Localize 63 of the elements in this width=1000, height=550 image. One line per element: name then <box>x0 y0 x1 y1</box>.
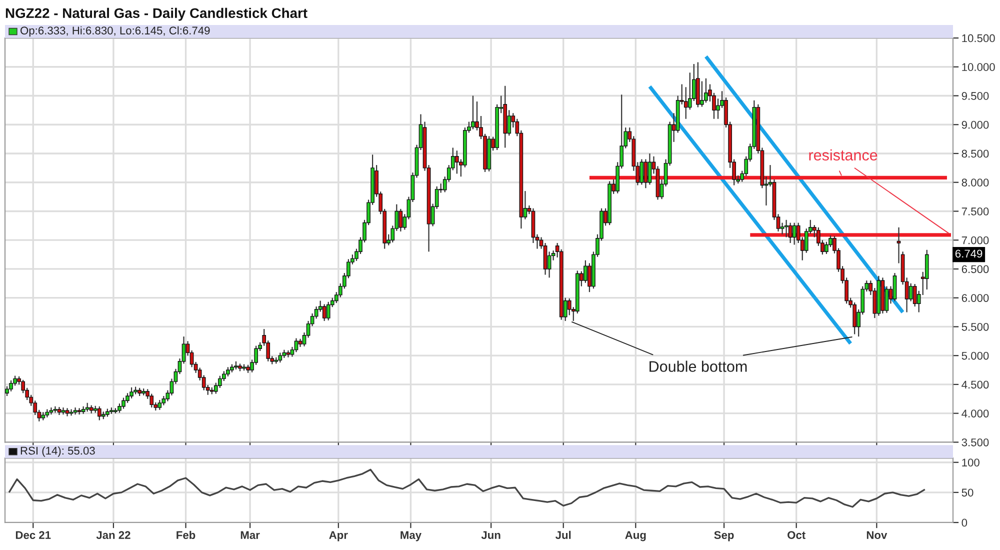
y-tick-label: 100 <box>962 458 980 466</box>
y-tick-label: 10.000 <box>962 63 995 72</box>
x-tick-label: May <box>400 531 422 542</box>
line-series <box>8 468 926 508</box>
candlestick <box>53 406 58 414</box>
candlestick <box>852 302 856 335</box>
x-tick-label: Oct <box>788 531 806 539</box>
y-tick-label: 8.500 <box>962 150 989 158</box>
y-tick-label: 6.000 <box>962 294 989 302</box>
x-tick-label: Aug <box>625 531 646 542</box>
candlestick <box>322 304 326 322</box>
candlestick <box>97 406 102 421</box>
annotation: 6.749 <box>955 250 982 258</box>
y-tick-label: 8.000 <box>962 178 989 186</box>
y-tick-label: 5.000 <box>962 352 989 360</box>
x-tick-label: Dec 21 <box>16 531 51 539</box>
x-tick-label: Nov <box>866 531 888 539</box>
y-tick-label: 0 <box>962 518 968 527</box>
candlestick <box>892 272 897 302</box>
candlestick <box>700 80 704 108</box>
x-tick-label: Apr <box>329 531 348 542</box>
x-tick-label: Jan 22 <box>96 531 130 539</box>
text: Op:6.333, Hi:6.830, Lo:6.145, Cl:6.749 <box>20 26 210 37</box>
candlestick <box>792 222 796 246</box>
annotation: Double bottom <box>650 360 747 372</box>
x-tick-label: Sep <box>714 531 734 542</box>
candlestick <box>9 380 13 392</box>
candlestick <box>704 78 708 104</box>
candlestick <box>584 260 588 284</box>
y-tick-label: 9.000 <box>962 120 989 129</box>
candlestick <box>908 282 913 302</box>
candlestick <box>471 95 475 130</box>
text: RSI (14): 55.03 <box>20 446 95 457</box>
candlestick <box>326 301 330 321</box>
candlestick <box>788 222 792 244</box>
y-tick-label: 9.500 <box>962 92 989 100</box>
y-tick-label: 50 <box>962 488 974 497</box>
candlestick <box>226 366 230 377</box>
y-tick-label: 4.000 <box>962 410 989 418</box>
candlestick <box>644 158 648 189</box>
candlestick <box>158 399 162 410</box>
candlestick <box>648 152 652 186</box>
y-tick-label: 3.500 <box>962 438 989 446</box>
y-tick-label: 5.500 <box>962 322 989 331</box>
candlestick <box>640 158 644 186</box>
candlestick <box>130 386 134 399</box>
candlestick <box>278 352 282 364</box>
x-tick-label: Mar <box>240 531 260 539</box>
y-tick-label: 4.500 <box>962 380 989 389</box>
chart-title: NGZ22 - Natural Gas - Daily Candlestick Chart <box>6 8 308 21</box>
candlestick <box>454 150 459 174</box>
y-tick-label: 7.500 <box>962 208 989 216</box>
annotation: resistance <box>809 149 878 161</box>
candlestick <box>398 208 403 232</box>
y-tick-label: 7.000 <box>962 236 989 244</box>
x-tick-label: Jun <box>481 531 500 539</box>
x-tick-label: Jul <box>556 530 571 539</box>
candlestick <box>684 86 688 120</box>
x-tick-label: Feb <box>176 530 196 539</box>
y-tick-label: 6.500 <box>962 265 989 274</box>
y-tick-label: 10.500 <box>962 34 995 42</box>
candlestick <box>122 397 126 410</box>
candlestick <box>150 393 154 408</box>
